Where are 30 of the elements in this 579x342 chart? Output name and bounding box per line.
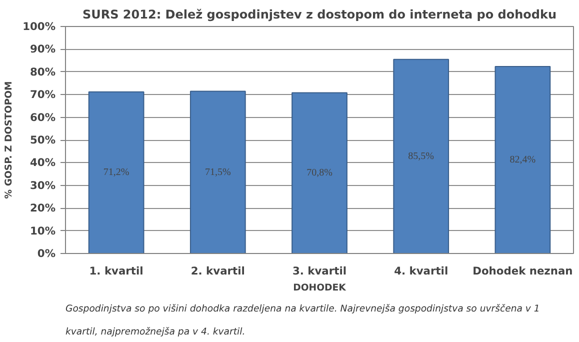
- data-label: 71,2%: [103, 167, 130, 178]
- y-tick-label: 0%: [37, 247, 56, 260]
- y-tick-label: 50%: [30, 134, 56, 146]
- y-tick-label: 60%: [30, 110, 56, 124]
- x-tick-label: 1. kvartil: [89, 264, 144, 278]
- chart-title: SURS 2012: Delež gospodinjstev z dostopom do interneta po dohodku: [82, 8, 557, 22]
- bar: [393, 58, 450, 254]
- y-tick-label: 10%: [30, 224, 56, 238]
- y-tick-label: 30%: [30, 178, 56, 192]
- data-label: 82,4%: [510, 154, 536, 166]
- y-tick-label: 100%: [22, 20, 56, 33]
- y-tick-label: 90%: [30, 42, 56, 56]
- data-label: 70,8%: [306, 168, 332, 179]
- y-tick-label: 80%: [30, 65, 56, 78]
- y-tick-label: 20%: [30, 202, 56, 215]
- data-label: 85,5%: [408, 150, 434, 162]
- bar: [292, 92, 348, 254]
- data-label: 71,5%: [204, 166, 231, 178]
- text: Gospodinjstva so po višini dohodka razdeljena na kvartile. Najrevnejša gospodinjstva so uvrščena v 1 kvartil, najpremožnejša pa v 4. kvartil.: [66, 304, 540, 338]
- y-tick-label: 40%: [30, 156, 56, 170]
- y-tick-label: 70%: [30, 88, 56, 102]
- x-tick-label: 3. kvartil: [292, 264, 347, 278]
- bar: [190, 90, 246, 254]
- bar: [88, 91, 144, 254]
- bar: [494, 66, 551, 254]
- y-axis-title: % GOSP. Z DOSTOPOM: [4, 81, 15, 199]
- x-tick-label: 4. kvartil: [394, 264, 448, 278]
- x-tick-label: Dohodek neznan: [472, 264, 573, 278]
- x-axis-title: DOHODEK: [293, 282, 347, 294]
- x-tick-label: 2. kvartil: [190, 264, 245, 278]
